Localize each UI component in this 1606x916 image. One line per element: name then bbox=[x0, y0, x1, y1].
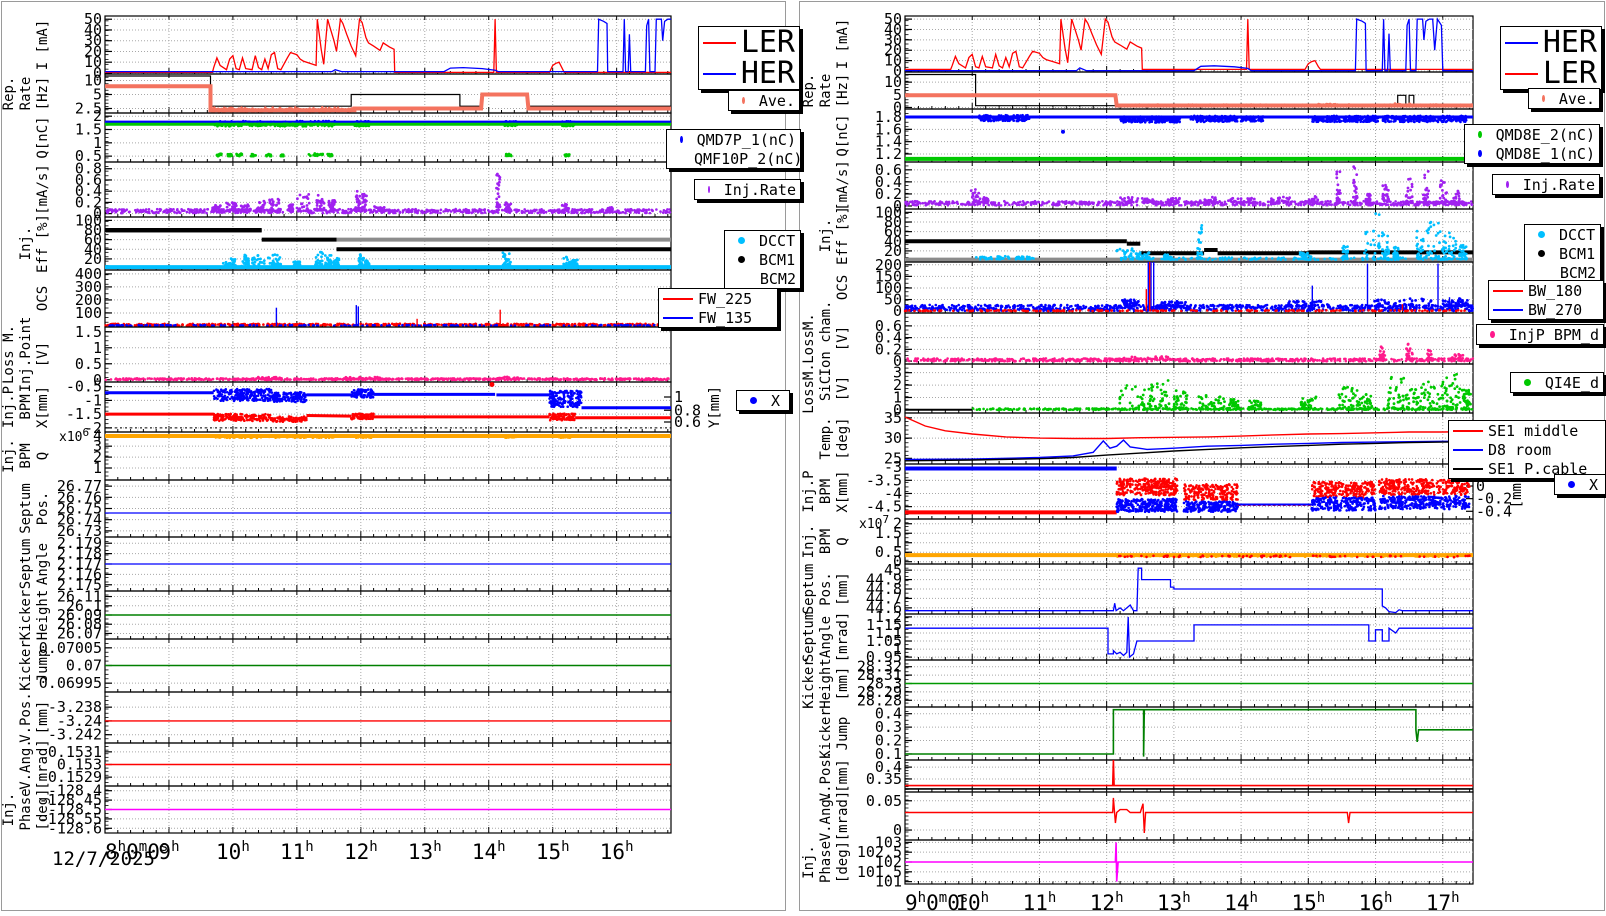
legend-label: FW_225 bbox=[698, 290, 752, 308]
svg-text:0.6: 0.6 bbox=[674, 413, 701, 431]
legend-label: Inj.Rate bbox=[1523, 176, 1595, 194]
legend-line-swatch bbox=[703, 42, 736, 44]
legend-dot-swatch bbox=[742, 97, 745, 104]
legend-line-swatch bbox=[1493, 309, 1523, 311]
legend-label: D8 room bbox=[1488, 441, 1551, 459]
legend-dot-swatch bbox=[738, 237, 745, 244]
legend-dot-swatch bbox=[1506, 181, 1509, 188]
legend-dot-swatch bbox=[1524, 379, 1531, 386]
legend-line-swatch bbox=[1453, 449, 1483, 451]
legend-line-swatch bbox=[1505, 73, 1538, 75]
svg-text:I [mA]: I [mA] bbox=[35, 20, 51, 71]
legend-dot-swatch bbox=[1538, 250, 1545, 257]
legend-label: QI4E_d bbox=[1545, 374, 1599, 392]
legend-inj-rate: Inj.Rate bbox=[1492, 174, 1600, 195]
legend-label: BCM1 bbox=[1559, 245, 1595, 263]
legend-dot-swatch bbox=[750, 397, 757, 404]
legend-line-swatch bbox=[1453, 468, 1483, 470]
svg-text:BPM: BPM bbox=[18, 394, 34, 419]
legend-label: HER bbox=[1543, 25, 1597, 60]
legend-ion-cham: InjP BPM_d bbox=[1476, 324, 1604, 345]
legend-label: Inj.Rate bbox=[724, 181, 796, 199]
svg-text:Loss M.: Loss M. bbox=[2, 325, 17, 384]
legend-label: BW_180 bbox=[1528, 282, 1582, 300]
legend-line-swatch bbox=[663, 317, 693, 319]
legend-label: Ave. bbox=[1559, 90, 1595, 108]
legend-label: QMF10P_2(nC) bbox=[694, 150, 802, 168]
legend-line-swatch bbox=[1493, 290, 1523, 292]
legend-label: DCCT bbox=[1559, 226, 1595, 244]
svg-text:Q[nC]: Q[nC] bbox=[35, 116, 51, 158]
legend-label: FW_135 bbox=[698, 309, 752, 327]
legend-dot-swatch bbox=[1568, 481, 1575, 488]
legend-label: X bbox=[771, 392, 780, 410]
legend-dot-swatch bbox=[1478, 131, 1482, 138]
legend-label: BCM2 bbox=[1560, 264, 1596, 282]
legend-ave: Ave. bbox=[1528, 88, 1600, 109]
legend-ave: Ave. bbox=[728, 90, 800, 111]
legend-dot-swatch bbox=[738, 256, 745, 263]
legend-label: BCM2 bbox=[760, 270, 796, 288]
svg-text:Inj.: Inj. bbox=[18, 227, 34, 261]
legend-label: BCM1 bbox=[759, 251, 795, 269]
legend-label: BW_270 bbox=[1528, 301, 1582, 319]
legend-sic: QI4E_d bbox=[1510, 372, 1604, 393]
svg-text:Eff [%]: Eff [%] bbox=[35, 214, 51, 273]
legend-label: X bbox=[1589, 476, 1598, 494]
legend-line-swatch bbox=[703, 73, 736, 75]
legend-label: SE1 middle bbox=[1488, 422, 1578, 440]
legend-label: HER bbox=[741, 56, 795, 91]
legend-dot-swatch bbox=[680, 136, 683, 143]
legend-inj-rate: Inj.Rate bbox=[694, 179, 801, 200]
svg-text:Inj.P: Inj.P bbox=[2, 386, 17, 428]
svg-text:X[mm]: X[mm] bbox=[35, 386, 51, 428]
legend-label: DCCT bbox=[759, 232, 795, 250]
svg-text:[mA/s]: [mA/s] bbox=[35, 164, 51, 215]
legend-line-swatch bbox=[663, 298, 693, 300]
svg-text:Inj.Point: Inj.Point bbox=[18, 317, 34, 393]
svg-text:[Hz]: [Hz] bbox=[35, 77, 51, 111]
legend-label: LER bbox=[741, 25, 795, 60]
legend-charge: QMD8E_2(nC)QMD8E_1(nC) bbox=[1464, 124, 1600, 164]
legend-label: QMD8E_1(nC) bbox=[1496, 145, 1595, 163]
date-label: 12/7/2025 bbox=[52, 848, 155, 870]
legend-label: InjP BPM_d bbox=[1509, 326, 1599, 344]
legend-bpm-x: X bbox=[1554, 474, 1606, 495]
legend-charge: QMD7P_1(nC)QMF10P_2(nC) bbox=[666, 129, 801, 169]
legend-label: LER bbox=[1543, 56, 1597, 91]
legend-dot-swatch bbox=[1478, 150, 1482, 157]
legend-dot-swatch bbox=[1490, 331, 1495, 338]
legend-line-swatch bbox=[1453, 430, 1483, 432]
svg-text:Y[mm]: Y[mm] bbox=[707, 386, 723, 428]
legend-dot-swatch bbox=[1538, 231, 1545, 238]
legend-line-swatch bbox=[1505, 42, 1538, 44]
legend-dot-swatch bbox=[1542, 95, 1545, 102]
legend-dot-swatch bbox=[708, 186, 710, 193]
svg-text:OCS: OCS bbox=[35, 286, 51, 311]
svg-text:100: 100 bbox=[75, 304, 102, 322]
legend-bpm-x: X bbox=[736, 390, 790, 411]
legend-label: Ave. bbox=[759, 92, 795, 110]
svg-text:Rate: Rate bbox=[18, 77, 34, 111]
legend-label: QMD7P_1(nC) bbox=[697, 131, 796, 149]
svg-text:[V]: [V] bbox=[35, 342, 51, 367]
legend-label: QMD8E_2(nC) bbox=[1496, 126, 1595, 144]
svg-text:Rep.: Rep. bbox=[2, 77, 17, 111]
